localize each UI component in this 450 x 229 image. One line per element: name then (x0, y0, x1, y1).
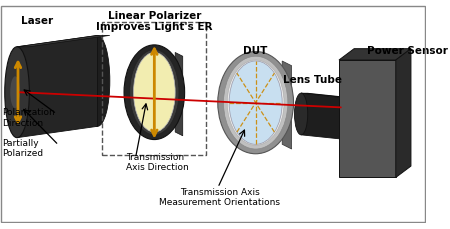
Text: Power Sensor: Power Sensor (367, 46, 448, 56)
Text: Polarization
Direction: Polarization Direction (2, 108, 54, 127)
Polygon shape (17, 36, 110, 48)
Ellipse shape (124, 46, 184, 140)
Polygon shape (301, 94, 353, 98)
Ellipse shape (218, 52, 293, 154)
Polygon shape (396, 49, 411, 178)
Text: Transmission
Axis Direction: Transmission Axis Direction (126, 152, 189, 172)
Ellipse shape (294, 94, 308, 135)
Text: Linear Polarizer
Improves Light's ER: Linear Polarizer Improves Light's ER (96, 11, 212, 32)
Text: Transmission Axis
Measurement Orientations: Transmission Axis Measurement Orientatio… (159, 187, 280, 206)
Ellipse shape (10, 77, 20, 109)
Polygon shape (175, 53, 183, 136)
Polygon shape (282, 62, 292, 149)
Text: DUT: DUT (243, 46, 268, 56)
Ellipse shape (340, 98, 353, 140)
Polygon shape (17, 36, 98, 138)
Polygon shape (339, 49, 411, 61)
Ellipse shape (229, 62, 282, 145)
Text: Laser: Laser (21, 16, 53, 25)
Polygon shape (301, 94, 346, 140)
Ellipse shape (130, 50, 179, 135)
Ellipse shape (224, 57, 288, 149)
Ellipse shape (227, 61, 284, 146)
Ellipse shape (5, 48, 29, 138)
Ellipse shape (134, 53, 175, 132)
FancyBboxPatch shape (339, 61, 396, 178)
Ellipse shape (85, 36, 110, 127)
Text: Lens Tube: Lens Tube (283, 75, 342, 85)
Text: Partially
Polarized: Partially Polarized (2, 138, 43, 157)
